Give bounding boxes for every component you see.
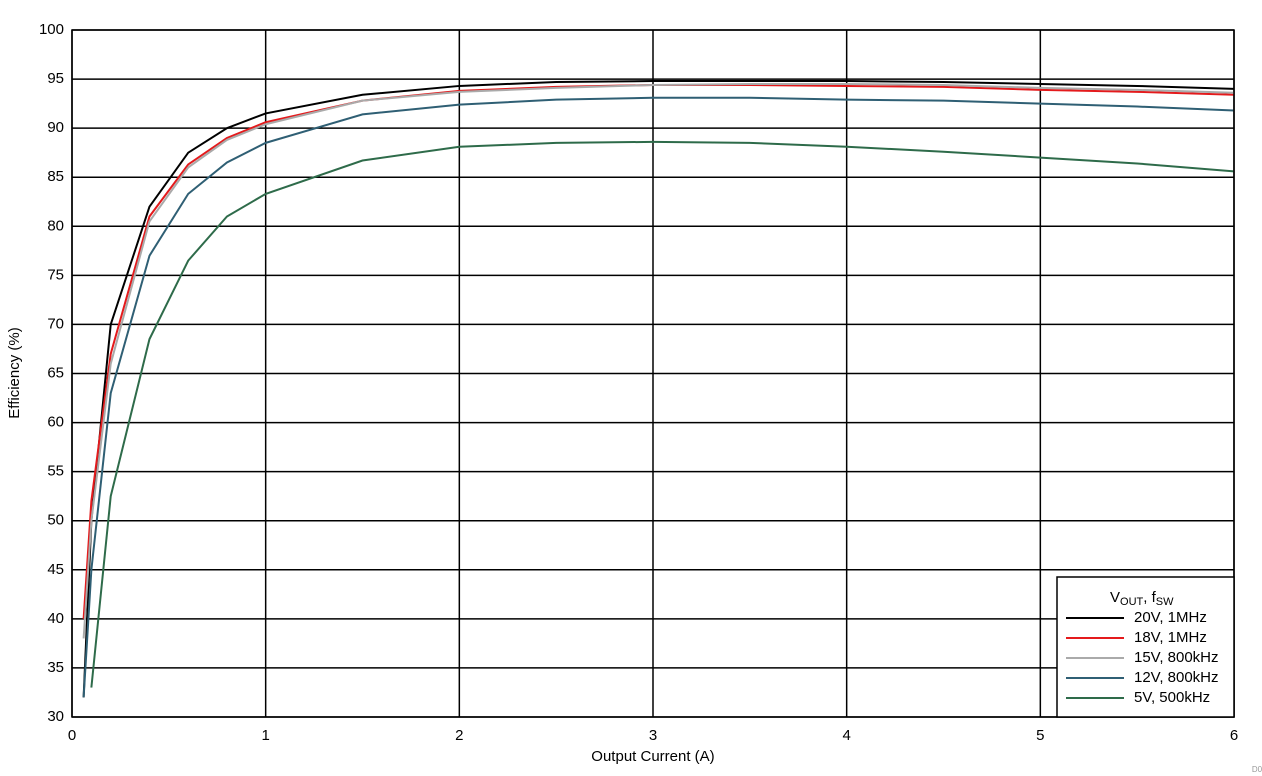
y-tick-label: 50: [47, 512, 64, 529]
x-tick-label: 0: [68, 727, 76, 744]
x-tick-label: 3: [649, 727, 657, 744]
legend-title-sub: OUT: [1120, 596, 1144, 608]
x-tick-label: 1: [261, 727, 269, 744]
x-tick-label: 2: [455, 727, 463, 744]
lines: [82, 80, 1234, 698]
plot-frame: [71, 29, 1235, 718]
series-line: [82, 96, 1234, 698]
x-axis-label: Output Current (A): [591, 748, 714, 765]
legend-title-sub: SW: [1156, 596, 1174, 608]
y-tick-label: 80: [47, 217, 64, 234]
y-tick-label: 100: [39, 21, 64, 38]
y-tick-label: 65: [47, 364, 64, 381]
y-tick-label: 95: [47, 70, 64, 87]
y-axis-label: Efficiency (%): [6, 327, 23, 418]
legend-label: 5V, 500kHz: [1134, 689, 1210, 706]
x-tick-label: 5: [1036, 727, 1044, 744]
x-tick-label: 6: [1230, 727, 1238, 744]
y-tick-label: 85: [47, 168, 64, 185]
y-tick-label: 90: [47, 119, 64, 136]
series-line: [82, 83, 1234, 619]
legend-title-part: V: [1110, 589, 1120, 606]
y-tick-label: 45: [47, 561, 64, 578]
legend-label: 12V, 800kHz: [1134, 669, 1219, 686]
y-tick-label: 70: [47, 315, 64, 332]
y-tick-label: 55: [47, 463, 64, 480]
y-tick-label: 40: [47, 610, 64, 627]
legend-title-part: , f: [1143, 589, 1156, 606]
y-tick-label: 35: [47, 659, 64, 676]
y-tick-label: 75: [47, 266, 64, 283]
series-line: [82, 80, 1234, 698]
legend: VOUT, fSW 20V, 1MHz 18V, 1MHz 15V, 800kHz 1…: [1056, 576, 1235, 718]
legend-label: 20V, 1MHz: [1134, 609, 1207, 626]
figure-id: D0: [1252, 765, 1262, 774]
legend-title: VOUT, fSW: [1110, 589, 1174, 608]
legend-box: [1056, 576, 1235, 718]
y-tick-label: 30: [47, 708, 64, 725]
y-tick-label: 60: [47, 414, 64, 431]
legend-label: 15V, 800kHz: [1134, 649, 1219, 666]
series-line: [90, 140, 1234, 688]
series-line: [82, 82, 1234, 639]
legend-label: 18V, 1MHz: [1134, 629, 1207, 646]
x-tick-label: 4: [842, 727, 850, 744]
